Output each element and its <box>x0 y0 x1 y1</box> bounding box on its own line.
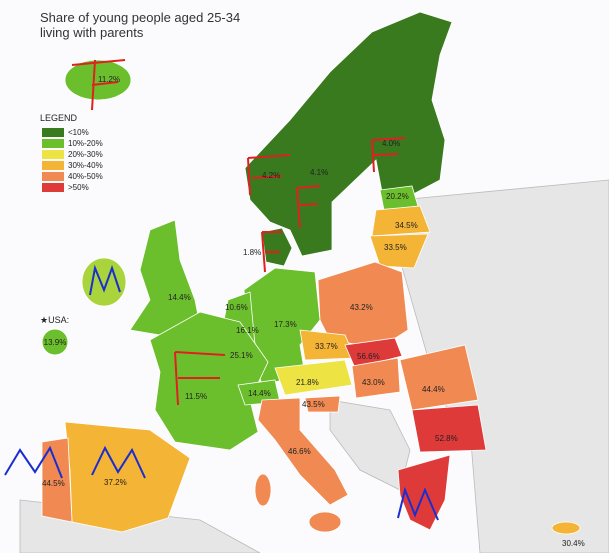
region-label: 4.0% <box>382 139 400 148</box>
region-label: 11.2% <box>98 75 120 84</box>
france <box>149 311 269 451</box>
region-label: 33.5% <box>384 243 407 252</box>
bulgaria <box>411 404 487 453</box>
legend-label: <10% <box>68 128 89 137</box>
region-label: 44.5% <box>42 479 65 488</box>
region-label: 25.1% <box>230 351 253 360</box>
region-label: 4.2% <box>262 171 280 180</box>
region-label: 43.5% <box>302 400 325 409</box>
slovakia <box>344 337 403 369</box>
region-label: 43.0% <box>362 378 385 387</box>
scribble <box>71 59 126 111</box>
usa-value: 13.9% <box>44 338 67 347</box>
legend-swatch <box>42 150 64 159</box>
legend-label: 40%-50% <box>68 172 103 181</box>
region-label: 20.2% <box>386 192 409 201</box>
legend-label: 10%-20% <box>68 139 103 148</box>
map-title: living with parents <box>40 25 144 40</box>
region-label: 37.2% <box>104 478 127 487</box>
region-label: 21.8% <box>296 378 319 387</box>
austria <box>274 359 353 396</box>
iceland <box>64 59 132 101</box>
legend-swatch <box>42 183 64 192</box>
legend-swatch <box>42 139 64 148</box>
region-label: 46.6% <box>288 447 311 456</box>
region-label: 43.2% <box>350 303 373 312</box>
usa-label: ★USA: <box>40 315 69 325</box>
scribble <box>174 351 226 406</box>
legend-label: 30%-40% <box>68 161 103 170</box>
romania <box>399 344 479 411</box>
sicily <box>308 511 342 533</box>
region-label: 52.8% <box>435 434 458 443</box>
legend-title: LEGEND <box>40 113 78 123</box>
cyprus <box>551 521 581 535</box>
legend-swatch <box>42 128 64 137</box>
region-label: 56.6% <box>357 352 380 361</box>
region-label: 11.5% <box>185 392 207 401</box>
scribble <box>296 185 321 229</box>
region-label: 34.5% <box>395 221 418 230</box>
legend-swatch <box>42 172 64 181</box>
region-label: 44.4% <box>422 385 445 394</box>
denmark <box>261 227 293 267</box>
legend-label: >50% <box>68 183 89 192</box>
scribble <box>397 486 439 521</box>
scribble <box>89 264 121 296</box>
hungary <box>351 357 401 399</box>
region-label: 33.7% <box>315 342 338 351</box>
ireland <box>81 257 127 307</box>
sardinia <box>254 473 272 507</box>
scribble <box>247 154 291 196</box>
region-label: 30.4% <box>562 539 585 548</box>
legend: LEGEND <10% 10%-20% 20%-30% 30%-40% 40%-50% >… <box>40 113 103 192</box>
usa-marker <box>41 328 69 356</box>
scribble <box>261 231 282 273</box>
region-label: 4.1% <box>310 168 328 177</box>
map-title: Share of young people aged 25-34 <box>40 10 240 25</box>
scribble <box>91 445 146 479</box>
slovenia <box>304 395 341 413</box>
scribble <box>371 137 406 173</box>
region-label: 1.8% <box>243 248 261 257</box>
scribble <box>4 445 63 479</box>
italy <box>257 397 349 506</box>
legend-label: 20%-30% <box>68 150 103 159</box>
annotations <box>4 59 439 521</box>
latvia <box>371 205 431 237</box>
portugal <box>41 437 73 523</box>
region-label: 14.4% <box>248 389 271 398</box>
lithuania <box>369 233 429 269</box>
region-label: 16.1% <box>236 326 259 335</box>
region-label: 17.3% <box>274 320 297 329</box>
region-label: 14.4% <box>168 293 191 302</box>
legend-swatch <box>42 161 64 170</box>
region-label: 10.6% <box>225 303 248 312</box>
